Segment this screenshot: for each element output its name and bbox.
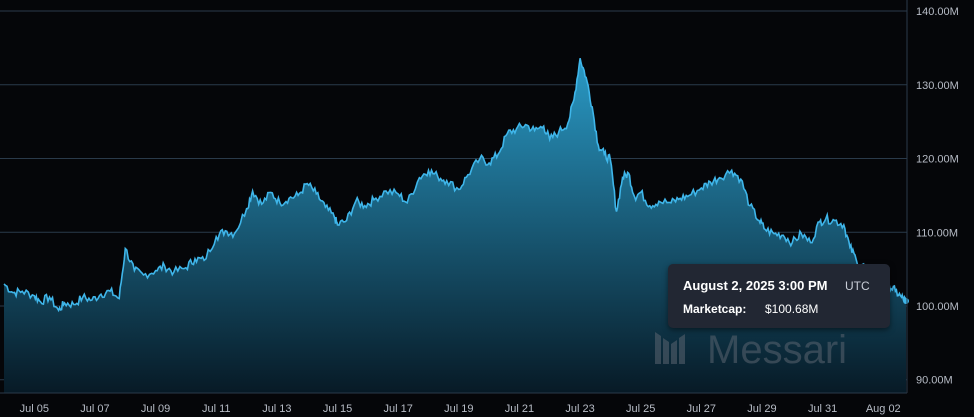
x-tick-label: Jul 11 xyxy=(202,403,231,415)
last-data-point[interactable] xyxy=(903,297,909,304)
x-tick-label: Jul 05 xyxy=(20,403,49,415)
messari-logo-icon xyxy=(655,332,685,364)
tooltip-date: August 2, 2025 3:00 PM xyxy=(683,278,828,293)
x-tick-label: Jul 13 xyxy=(262,403,291,415)
x-tick-label: Jul 29 xyxy=(747,403,776,415)
x-axis-labels: Jul 05 Jul 07 Jul 09 Jul 11 Jul 13 Jul 15 Jul … xyxy=(20,403,901,415)
x-tick-label: Jul 31 xyxy=(808,403,837,415)
x-tick-label: Jul 15 xyxy=(323,403,352,415)
x-tick-label: Jul 21 xyxy=(505,403,534,415)
messari-watermark: Messari xyxy=(655,328,847,372)
x-tick-label: Jul 27 xyxy=(687,403,716,415)
x-tick-label: Jul 25 xyxy=(626,403,655,415)
y-tick-label: 110.00M xyxy=(916,227,958,239)
y-tick-label: 120.00M xyxy=(916,154,959,166)
y-axis-labels: 140.00M 130.00M 120.00M 110.00M 100.00M 90.00… xyxy=(916,6,959,387)
tooltip-value: $100.68M xyxy=(765,302,819,316)
watermark-text: Messari xyxy=(707,328,847,372)
x-tick-label: Jul 07 xyxy=(80,403,109,415)
y-tick-label: 130.00M xyxy=(916,80,959,92)
y-tick-label: 100.00M xyxy=(916,301,959,313)
tooltip-timezone: UTC xyxy=(845,279,870,293)
tooltip-label: Marketcap: xyxy=(683,302,747,316)
hover-tooltip: August 2, 2025 3:00 PM UTC Marketcap: $1… xyxy=(668,264,890,328)
y-tick-label: 140.00M xyxy=(916,6,959,18)
x-tick-label: Jul 09 xyxy=(141,403,170,415)
x-tick-label: Aug 02 xyxy=(866,403,901,415)
y-tick-label: 90.00M xyxy=(916,375,953,387)
x-tick-label: Jul 19 xyxy=(444,403,473,415)
x-tick-label: Jul 17 xyxy=(383,403,412,415)
x-tick-label: Jul 23 xyxy=(565,403,594,415)
marketcap-line xyxy=(3,58,907,313)
